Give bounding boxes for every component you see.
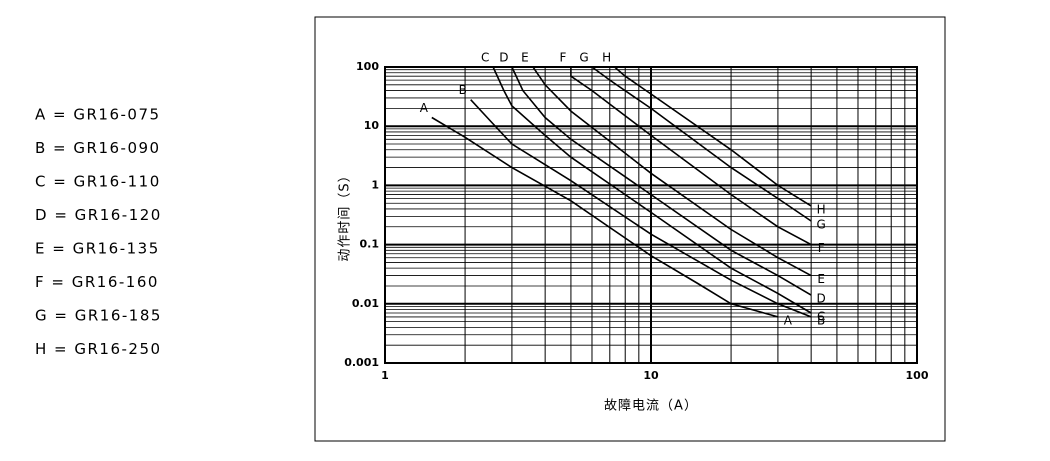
legend-entry: C = GR16-110 [35, 173, 161, 191]
curve [431, 116, 779, 318]
curve-label: H [817, 202, 826, 216]
legend-entry: E = GR16-135 [35, 240, 160, 258]
y-tick-label: 10 [364, 119, 380, 132]
curve-label: C [817, 309, 825, 323]
curve-label: B [817, 313, 825, 327]
x-tick-label: 10 [643, 369, 659, 382]
curve-label: A [420, 101, 429, 115]
y-tick-label: 0.001 [344, 356, 379, 369]
y-tick-label: 0.1 [360, 238, 380, 251]
plot-border [384, 66, 918, 364]
curve-label: C [481, 51, 489, 65]
chart-frame [314, 16, 946, 442]
legend-entry: F = GR16-160 [35, 273, 159, 291]
curve-label: F [559, 51, 566, 65]
curve [492, 66, 812, 314]
curve [570, 67, 812, 246]
curve [614, 66, 812, 207]
curve [511, 66, 812, 296]
curve-label: D [817, 292, 826, 306]
y-tick-label: 100 [356, 60, 379, 73]
curve-label: G [579, 51, 588, 65]
curve-label: E [521, 51, 529, 65]
curve [591, 66, 812, 222]
legend-entry: G = GR16-185 [35, 307, 162, 325]
legend-entry: A = GR16-075 [35, 106, 161, 124]
y-tick-label: 0.01 [352, 297, 379, 310]
legend-entry: B = GR16-090 [35, 139, 161, 157]
curve-label: H [602, 51, 611, 65]
legend-entry: D = GR16-120 [35, 206, 162, 224]
legend-entry: H = GR16-250 [35, 340, 162, 358]
curve-label: E [817, 272, 825, 286]
curve-label: D [499, 51, 508, 65]
curve [532, 66, 812, 277]
curve-label: A [784, 313, 793, 327]
curve-label: B [459, 83, 467, 97]
x-tick-label: 100 [906, 369, 929, 382]
curve-label: F [818, 241, 825, 255]
curve-label: G [816, 218, 825, 232]
x-tick-label: 1 [381, 369, 389, 382]
y-axis-title: 动作时间（S） [338, 168, 353, 261]
curve [470, 99, 812, 318]
y-tick-label: 1 [371, 178, 379, 191]
x-axis-title: 故障电流（A） [604, 399, 698, 414]
